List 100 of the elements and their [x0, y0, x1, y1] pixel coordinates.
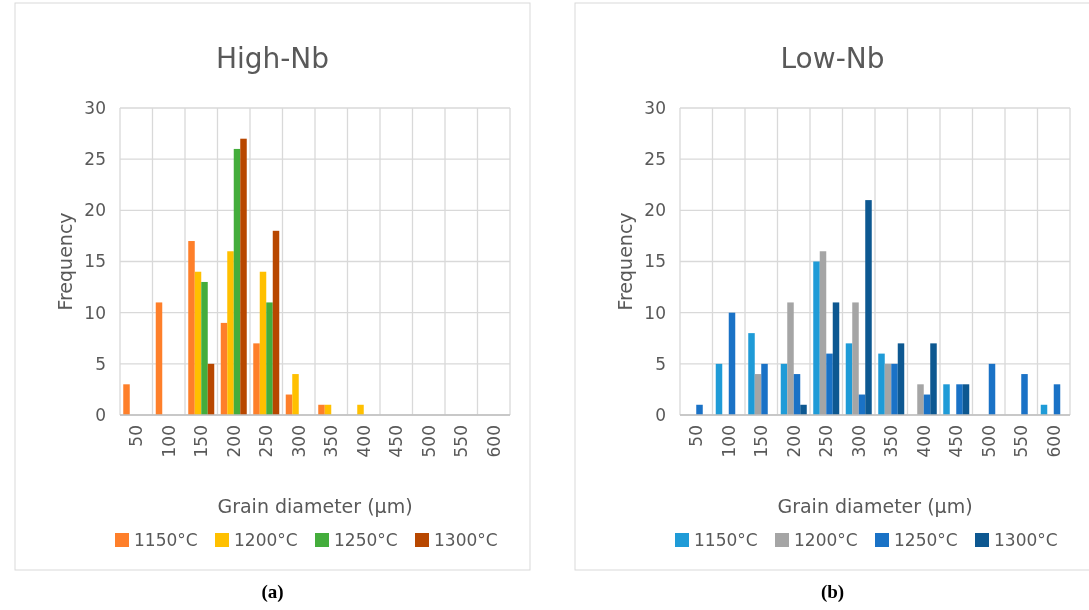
legend-label: 1250°C	[894, 529, 958, 550]
x-tick-label: 400	[913, 425, 934, 458]
bar	[897, 343, 905, 415]
bar	[988, 363, 996, 415]
bar	[318, 404, 325, 415]
x-tick-label: 100	[718, 425, 739, 458]
x-tick-label: 350	[321, 425, 342, 458]
legend-label: 1200°C	[234, 529, 298, 550]
text: (a)	[261, 581, 284, 603]
y-tick-label: 0	[655, 404, 666, 425]
bar	[845, 343, 853, 415]
bar	[357, 404, 364, 415]
x-tick-label: 500	[978, 425, 999, 458]
bar	[962, 384, 970, 415]
bar	[227, 251, 234, 415]
bar	[917, 384, 924, 415]
x-tick-label: 250	[256, 425, 277, 458]
legend-label: 1200°C	[794, 529, 858, 550]
bar	[956, 384, 963, 415]
bar	[207, 363, 215, 415]
bar	[826, 353, 833, 415]
chart-title: High-Nb	[215, 42, 330, 75]
y-tick-label: 5	[655, 353, 666, 374]
bar	[832, 302, 840, 415]
y-tick-label: 25	[84, 149, 106, 170]
x-axis-title: Grain diameter (µm)	[217, 495, 413, 517]
x-tick-label: 600	[1043, 425, 1064, 458]
bar	[272, 230, 280, 415]
x-tick-label: 450	[946, 425, 967, 458]
x-tick-label: 450	[386, 425, 407, 458]
bar	[780, 363, 788, 415]
legend-label: 1250°C	[334, 529, 398, 550]
bar	[865, 200, 872, 415]
bar	[943, 384, 950, 415]
bar	[800, 404, 807, 415]
bar	[793, 374, 801, 415]
x-axis-title: Grain diameter (µm)	[777, 495, 973, 517]
x-tick-label: 50	[126, 425, 147, 447]
bar	[813, 261, 820, 415]
y-tick-label: 20	[84, 200, 106, 221]
bar	[761, 363, 768, 415]
x-tick-label: 200	[223, 425, 244, 458]
x-tick-label: 250	[816, 425, 837, 458]
bar	[930, 343, 937, 415]
bar	[715, 363, 723, 415]
y-tick-label: 30	[644, 97, 666, 118]
x-tick-label: 300	[848, 425, 869, 458]
x-tick-label: 500	[418, 425, 439, 458]
y-axis-title: Frequency	[54, 212, 76, 311]
x-tick-label: 50	[686, 425, 707, 447]
x-tick-label: 550	[1011, 425, 1032, 458]
y-tick-label: 15	[84, 251, 106, 272]
bar	[884, 363, 892, 415]
bar	[1021, 374, 1028, 415]
bar	[220, 322, 228, 415]
bar	[201, 281, 208, 415]
bar	[240, 138, 247, 415]
chart-title: Low-Nb	[780, 42, 885, 75]
legend-label: 1300°C	[434, 529, 498, 550]
bar	[696, 404, 703, 415]
bar	[155, 302, 163, 415]
x-tick-label: 400	[353, 425, 374, 458]
bar	[188, 241, 195, 415]
bar	[259, 271, 267, 415]
bar	[253, 343, 260, 415]
y-tick-label: 15	[644, 251, 666, 272]
x-tick-label: 150	[751, 425, 772, 458]
y-tick-label: 10	[84, 302, 106, 323]
y-tick-label: 25	[644, 149, 666, 170]
bar	[852, 302, 859, 415]
legend-label: 1300°C	[994, 529, 1058, 550]
x-tick-label: 350	[881, 425, 902, 458]
bar	[819, 251, 827, 415]
legend-label: 1150°C	[694, 529, 758, 550]
y-tick-label: 30	[84, 97, 106, 118]
bar	[728, 312, 736, 415]
text: (b)	[820, 581, 845, 603]
bar	[266, 302, 273, 415]
bar	[194, 271, 202, 415]
y-axis-title: Frequency	[614, 212, 636, 311]
x-tick-label: 200	[783, 425, 804, 458]
y-tick-label: 20	[644, 200, 666, 221]
bar	[123, 384, 130, 415]
x-tick-label: 550	[451, 425, 472, 458]
bar	[292, 374, 299, 415]
legend-label: 1150°C	[134, 529, 198, 550]
x-tick-label: 150	[191, 425, 212, 458]
y-tick-label: 5	[95, 353, 106, 374]
bar	[787, 302, 794, 415]
bar	[233, 148, 241, 415]
bar	[754, 374, 762, 415]
bar	[891, 363, 898, 415]
x-tick-label: 600	[483, 425, 504, 458]
x-tick-label: 300	[288, 425, 309, 458]
y-tick-label: 10	[644, 302, 666, 323]
bar	[748, 333, 755, 415]
x-tick-label: 100	[158, 425, 179, 458]
bar	[878, 353, 885, 415]
y-tick-label: 0	[95, 404, 106, 425]
bar	[1053, 384, 1061, 415]
